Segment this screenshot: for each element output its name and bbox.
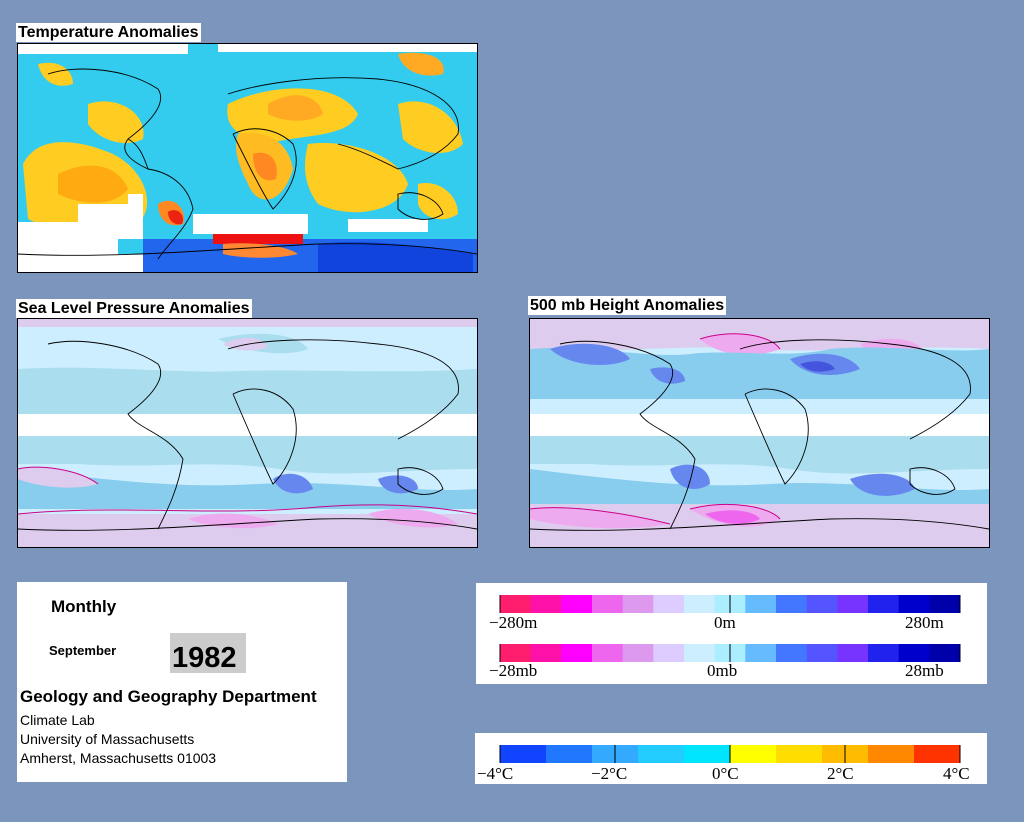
pressure-legend-swatch	[806, 644, 838, 662]
height-legend-swatch	[837, 595, 869, 613]
height-legend-mid: 0m	[714, 613, 736, 632]
height-pressure-legend-graphic: −280m 0m 280m −28mb 0mb 28mb	[489, 595, 961, 680]
department-label: Geology and Geography Department	[20, 687, 317, 706]
temperature-anomaly-map	[17, 43, 478, 273]
sea-level-pressure-anomaly-map	[17, 318, 478, 548]
temperature-legend-swatch	[546, 745, 593, 763]
height-legend-swatch	[653, 595, 685, 613]
height-legend-swatch	[592, 595, 624, 613]
pressure-legend-swatch	[868, 644, 900, 662]
height-legend-swatch	[684, 595, 716, 613]
temperature-legend-swatch	[500, 745, 547, 763]
temp-legend-minus4: −4°C	[477, 764, 513, 783]
temperature-legend: −4°C −2°C 0°C 2°C 4°C	[475, 733, 987, 784]
height-legend-swatch	[868, 595, 900, 613]
period-label: Monthly	[51, 597, 117, 616]
pressure-legend-swatch	[745, 644, 777, 662]
year-label: 1982	[172, 642, 237, 674]
pressure-legend-swatch	[530, 644, 562, 662]
height-legend-max: 280m	[905, 613, 944, 632]
pressure-legend-max: 28mb	[905, 661, 944, 680]
temperature-legend-swatch	[868, 745, 915, 763]
info-box: Monthly September 1982 Geology and Geogr…	[17, 582, 347, 782]
month-label: September	[49, 643, 117, 658]
pressure-legend-swatch	[622, 644, 654, 662]
height-legend-swatch	[929, 595, 961, 613]
temp-legend-zero: 0°C	[712, 764, 739, 783]
university-line: University of Massachusetts	[20, 731, 195, 747]
height-legend-min: −280m	[489, 613, 537, 632]
height-legend-swatch	[898, 595, 930, 613]
height-pressure-legend: −280m 0m 280m −28mb 0mb 28mb	[476, 583, 987, 684]
temperature-legend-swatch	[914, 745, 961, 763]
pressure-legend-swatch	[929, 644, 961, 662]
temperature-legend-graphic: −4°C −2°C 0°C 2°C 4°C	[477, 745, 970, 783]
slp-map-title: Sea Level Pressure Anomalies	[16, 299, 252, 318]
height-legend-swatch	[622, 595, 654, 613]
pressure-legend-swatch	[776, 644, 808, 662]
height-legend-swatch	[530, 595, 562, 613]
pressure-legend-swatch	[500, 644, 532, 662]
height-legend-swatch	[745, 595, 777, 613]
height-500mb-anomaly-map	[529, 318, 990, 548]
temperature-legend-swatch	[684, 745, 731, 763]
height-legend-swatch	[776, 595, 808, 613]
temperature-map-title: Temperature Anomalies	[16, 23, 201, 42]
lab-line: Climate Lab	[20, 712, 95, 728]
height-legend-swatch	[806, 595, 838, 613]
temp-legend-plus2: 2°C	[827, 764, 854, 783]
address-line: Amherst, Massachusetts 01003	[20, 750, 217, 766]
pressure-legend-swatch	[561, 644, 593, 662]
pressure-legend-mid: 0mb	[707, 661, 737, 680]
pressure-legend-swatch	[592, 644, 624, 662]
height-legend-swatch	[500, 595, 532, 613]
temperature-legend-swatch	[638, 745, 685, 763]
temperature-legend-swatch	[730, 745, 777, 763]
pressure-legend-min: −28mb	[489, 661, 537, 680]
pressure-legend-swatch	[837, 644, 869, 662]
height-legend-swatch	[561, 595, 593, 613]
pressure-legend-swatch	[898, 644, 930, 662]
height500-map-title: 500 mb Height Anomalies	[528, 296, 727, 315]
pressure-legend-swatch	[653, 644, 685, 662]
temperature-legend-swatch	[776, 745, 823, 763]
temp-legend-plus4: 4°C	[943, 764, 970, 783]
temp-legend-minus2: −2°C	[591, 764, 627, 783]
pressure-legend-swatch	[684, 644, 716, 662]
